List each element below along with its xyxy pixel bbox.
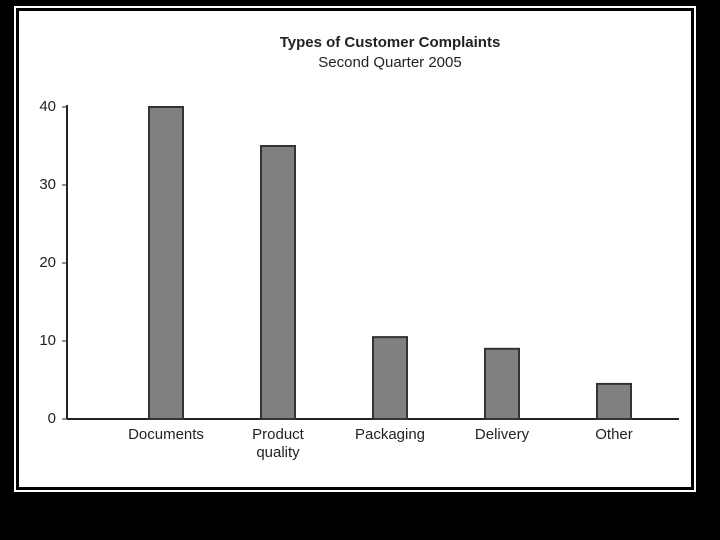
x-tick-label: Documents bbox=[128, 426, 204, 443]
y-tick-label: 10 bbox=[39, 332, 56, 349]
x-tick-label: Packaging bbox=[354, 426, 426, 443]
x-tick-label: Product quality bbox=[252, 426, 304, 461]
y-tick-label: 0 bbox=[48, 410, 56, 427]
bar bbox=[148, 106, 184, 420]
chart-subtitle: Second Quarter 2005 bbox=[318, 54, 461, 71]
x-tick-label: Other bbox=[595, 426, 633, 443]
chart-panel bbox=[14, 6, 696, 492]
bar bbox=[484, 347, 520, 420]
bar bbox=[596, 382, 632, 420]
y-tick-label: 20 bbox=[39, 254, 56, 271]
chart-title: Types of Customer Complaints bbox=[280, 34, 501, 51]
bar bbox=[372, 336, 408, 421]
x-tick-label: Delivery bbox=[474, 426, 530, 443]
y-tick-label: 30 bbox=[39, 176, 56, 193]
bar bbox=[260, 145, 296, 420]
y-tick-label: 40 bbox=[39, 98, 56, 115]
